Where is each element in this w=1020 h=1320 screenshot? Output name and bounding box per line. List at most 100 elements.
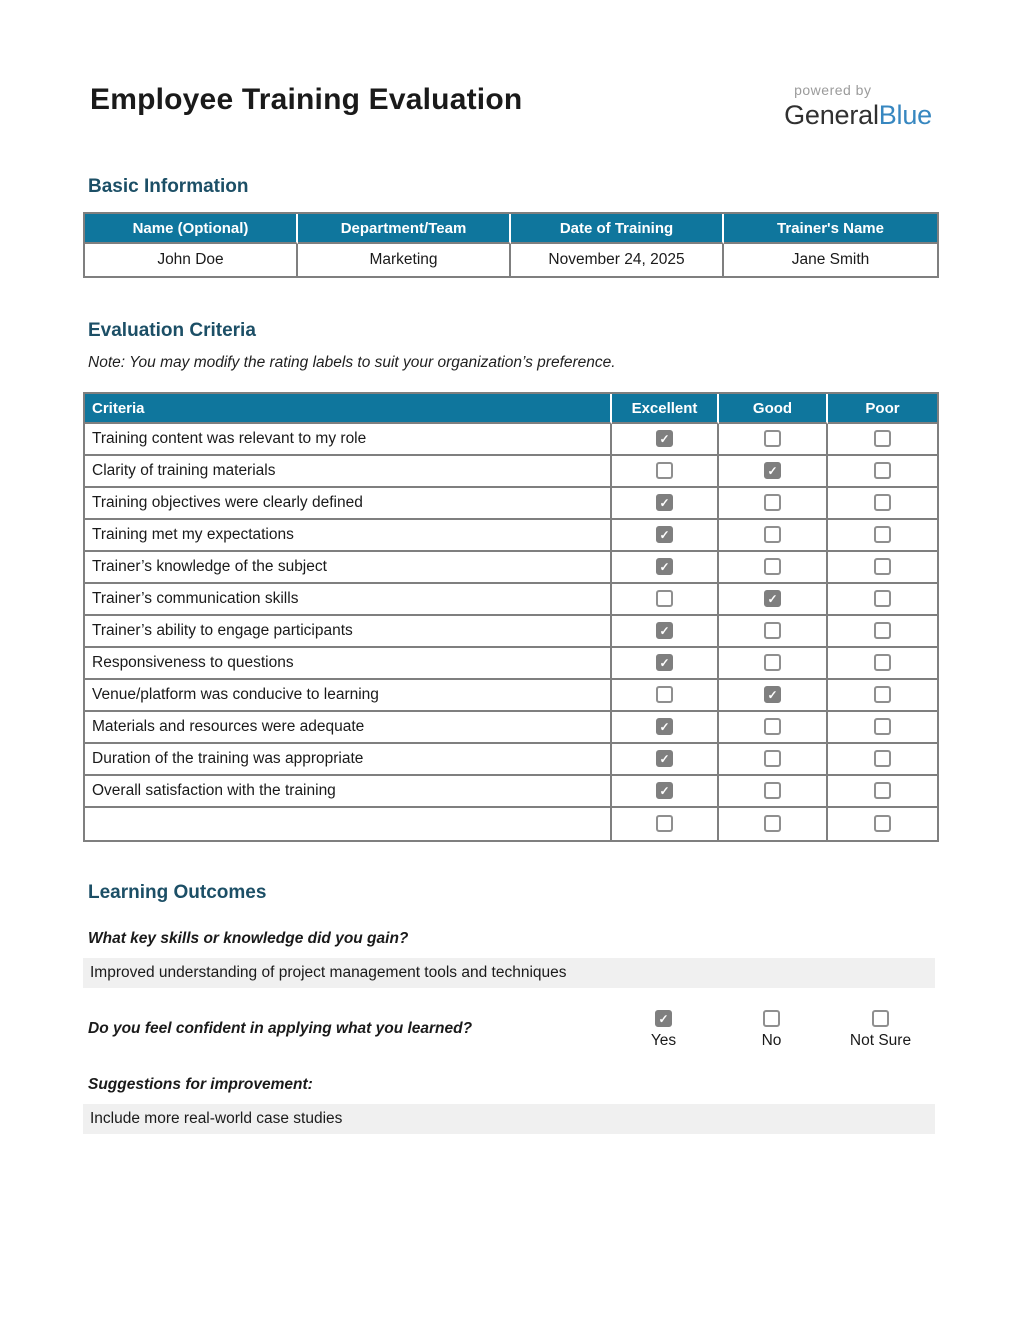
good-checkbox[interactable]: ✓ — [764, 462, 781, 480]
criteria-row: Materials and resources were adequate ✓ — [85, 712, 937, 744]
excellent-checkbox[interactable]: ✓ — [656, 526, 673, 544]
basic-info-value-cell: John Doe — [85, 244, 298, 276]
excellent-checkbox[interactable] — [656, 590, 673, 608]
poor-checkbox[interactable] — [874, 430, 891, 448]
confidence-checkbox-yes[interactable]: ✓ — [655, 1010, 672, 1027]
criteria-row: Clarity of training materials ✓ — [85, 456, 937, 488]
excellent-checkbox[interactable]: ✓ — [656, 558, 673, 576]
excellent-checkbox[interactable]: ✓ — [656, 782, 673, 800]
good-checkbox[interactable] — [764, 558, 781, 576]
poor-checkbox[interactable] — [874, 654, 891, 672]
poor-checkbox[interactable] — [874, 590, 891, 608]
basic-info-table: Name (Optional) Department/Team Date of Tr… — [83, 212, 939, 278]
poor-checkbox[interactable] — [874, 462, 891, 480]
rating-cell — [828, 744, 937, 776]
poor-checkbox[interactable] — [874, 782, 891, 800]
confidence-question-row: Do you feel confident in applying what y… — [83, 1008, 935, 1050]
rating-cell — [828, 456, 937, 488]
rating-cell — [828, 712, 937, 744]
good-checkbox[interactable] — [764, 526, 781, 544]
poor-checkbox[interactable] — [874, 622, 891, 640]
rating-cell — [828, 776, 937, 808]
rating-cell — [828, 424, 937, 456]
poor-checkbox[interactable] — [874, 686, 891, 704]
confidence-option-label: No — [761, 1032, 782, 1049]
rating-cell: ✓ — [612, 552, 719, 584]
poor-checkbox[interactable] — [874, 815, 891, 833]
suggestions-answer-field[interactable]: Include more real-world case studies — [83, 1104, 935, 1134]
brand-wordmark: GeneralBlue — [784, 100, 932, 130]
excellent-checkbox[interactable]: ✓ — [656, 718, 673, 736]
excellent-checkbox[interactable]: ✓ — [656, 430, 673, 448]
poor-checkbox[interactable] — [874, 558, 891, 576]
document-header: Employee Training Evaluation powered by … — [0, 0, 1020, 130]
excellent-checkbox[interactable]: ✓ — [656, 654, 673, 672]
rating-cell — [719, 520, 828, 552]
criteria-label: Clarity of training materials — [85, 456, 612, 488]
rating-cell — [612, 808, 719, 840]
poor-checkbox[interactable] — [874, 750, 891, 768]
basic-info-value-row: John Doe Marketing November 24, 2025 Jane S… — [85, 244, 937, 276]
basic-info-header-row: Name (Optional) Department/Team Date of Tr… — [85, 214, 937, 244]
confidence-checkbox-not-sure[interactable] — [872, 1010, 889, 1027]
confidence-option: No — [717, 1008, 826, 1050]
criteria-label: Trainer’s ability to engage participants — [85, 616, 612, 648]
criteria-row: Overall satisfaction with the training ✓ — [85, 776, 937, 808]
good-checkbox[interactable] — [764, 494, 781, 512]
rating-cell — [719, 776, 828, 808]
rating-cell — [828, 520, 937, 552]
rating-cell — [719, 648, 828, 680]
rating-cell — [612, 680, 719, 712]
criteria-column-header: Excellent — [612, 394, 719, 424]
excellent-checkbox[interactable] — [656, 815, 673, 833]
basic-info-value-cell: November 24, 2025 — [511, 244, 724, 276]
excellent-checkbox[interactable]: ✓ — [656, 750, 673, 768]
rating-cell — [828, 648, 937, 680]
rating-cell: ✓ — [612, 712, 719, 744]
rating-cell: ✓ — [612, 744, 719, 776]
rating-cell — [612, 456, 719, 488]
rating-cell — [719, 488, 828, 520]
criteria-label: Materials and resources were adequate — [85, 712, 612, 744]
learning-outcomes-heading: Learning Outcomes — [88, 882, 267, 903]
criteria-label — [85, 808, 612, 840]
criteria-row — [85, 808, 937, 840]
skills-gained-answer-field[interactable]: Improved understanding of project manage… — [83, 958, 935, 988]
good-checkbox[interactable] — [764, 654, 781, 672]
confidence-checkbox-no[interactable] — [763, 1010, 780, 1027]
basic-info-value-cell: Jane Smith — [724, 244, 937, 276]
good-checkbox[interactable] — [764, 782, 781, 800]
good-checkbox[interactable]: ✓ — [764, 590, 781, 608]
powered-by-text: powered by — [794, 82, 872, 98]
rating-cell: ✓ — [612, 520, 719, 552]
good-checkbox[interactable] — [764, 750, 781, 768]
poor-checkbox[interactable] — [874, 718, 891, 736]
rating-cell — [719, 808, 828, 840]
confidence-option-label: Yes — [650, 1032, 677, 1049]
good-checkbox[interactable]: ✓ — [764, 686, 781, 704]
poor-checkbox[interactable] — [874, 494, 891, 512]
excellent-checkbox[interactable]: ✓ — [656, 622, 673, 640]
confidence-option: ✓ Yes — [610, 1008, 717, 1050]
criteria-row: Trainer’s ability to engage participants… — [85, 616, 937, 648]
rating-cell — [612, 584, 719, 616]
good-checkbox[interactable] — [764, 815, 781, 833]
excellent-checkbox[interactable] — [656, 462, 673, 480]
rating-cell: ✓ — [719, 680, 828, 712]
criteria-row: Responsiveness to questions ✓ — [85, 648, 937, 680]
poor-checkbox[interactable] — [874, 526, 891, 544]
criteria-row: Trainer’s knowledge of the subject ✓ — [85, 552, 937, 584]
rating-cell: ✓ — [612, 776, 719, 808]
good-checkbox[interactable] — [764, 430, 781, 448]
good-checkbox[interactable] — [764, 718, 781, 736]
good-checkbox[interactable] — [764, 622, 781, 640]
excellent-checkbox[interactable] — [656, 686, 673, 704]
rating-cell: ✓ — [719, 584, 828, 616]
criteria-label: Training content was relevant to my role — [85, 424, 612, 456]
criteria-header-row: Criteria Excellent Good Poor — [85, 394, 937, 424]
rating-cell — [828, 488, 937, 520]
excellent-checkbox[interactable]: ✓ — [656, 494, 673, 512]
rating-cell: ✓ — [612, 424, 719, 456]
basic-info-column-header: Department/Team — [298, 214, 511, 244]
